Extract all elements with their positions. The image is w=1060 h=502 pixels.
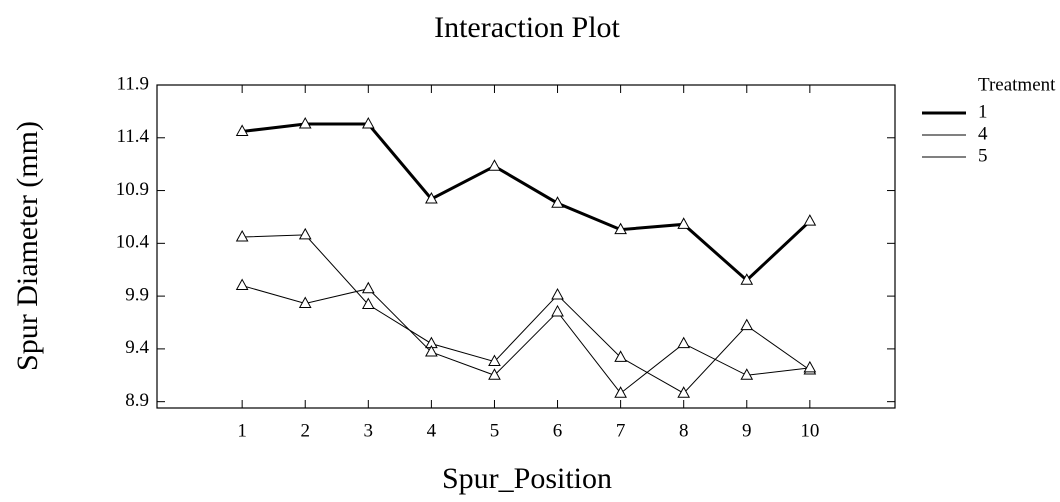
marker bbox=[488, 354, 501, 367]
marker bbox=[740, 318, 754, 331]
marker bbox=[740, 368, 754, 380]
marker bbox=[614, 350, 627, 362]
marker bbox=[298, 117, 312, 129]
y-tick-label: 10.9 bbox=[116, 179, 149, 200]
x-tick-label: 1 bbox=[237, 420, 247, 441]
marker bbox=[677, 217, 691, 229]
legend-label: 5 bbox=[978, 145, 988, 166]
y-tick-label: 9.4 bbox=[125, 337, 149, 358]
x-tick-label: 9 bbox=[742, 420, 752, 441]
marker bbox=[551, 196, 564, 208]
marker bbox=[361, 297, 375, 310]
marker bbox=[803, 360, 817, 373]
marker bbox=[803, 214, 817, 226]
marker bbox=[551, 288, 564, 300]
y-tick-label: 11.4 bbox=[116, 126, 149, 147]
x-tick-label: 5 bbox=[490, 420, 500, 441]
x-tick-label: 3 bbox=[364, 420, 374, 441]
marker bbox=[235, 229, 249, 242]
marker bbox=[235, 278, 249, 291]
legend-title: Treatment bbox=[978, 74, 1056, 95]
marker bbox=[551, 304, 564, 317]
y-tick-label: 10.4 bbox=[116, 232, 150, 253]
x-tick-label: 10 bbox=[800, 420, 819, 441]
x-tick-label: 6 bbox=[553, 420, 563, 441]
plot-frame bbox=[156, 84, 896, 409]
legend-label: 4 bbox=[978, 123, 988, 144]
x-tick-label: 8 bbox=[679, 420, 689, 441]
legend-label: 1 bbox=[978, 101, 988, 122]
chart-title: Interaction Plot bbox=[434, 11, 620, 44]
marker bbox=[614, 386, 627, 398]
x-tick-label: 4 bbox=[427, 420, 437, 441]
marker bbox=[740, 273, 754, 285]
marker bbox=[614, 222, 627, 235]
x-tick-label: 7 bbox=[616, 420, 626, 441]
marker bbox=[425, 345, 438, 357]
marker bbox=[677, 386, 691, 398]
y-tick-label: 8.9 bbox=[125, 390, 149, 411]
marker bbox=[361, 281, 375, 294]
x-axis-label: Spur_Position bbox=[442, 462, 612, 495]
marker bbox=[361, 117, 375, 129]
marker bbox=[298, 296, 312, 308]
y-tick-label: 11.9 bbox=[116, 73, 149, 94]
marker bbox=[298, 227, 312, 240]
series-line bbox=[242, 285, 810, 394]
marker bbox=[235, 124, 249, 136]
marker bbox=[425, 191, 438, 204]
series-line bbox=[241, 122, 811, 283]
x-tick-label: 2 bbox=[300, 420, 310, 441]
marker bbox=[488, 368, 501, 380]
y-axis-label: Spur Diameter (mm) bbox=[11, 121, 44, 371]
marker bbox=[488, 159, 501, 171]
series-line bbox=[242, 234, 811, 394]
y-tick-label: 9.9 bbox=[125, 284, 149, 305]
marker bbox=[677, 336, 691, 349]
